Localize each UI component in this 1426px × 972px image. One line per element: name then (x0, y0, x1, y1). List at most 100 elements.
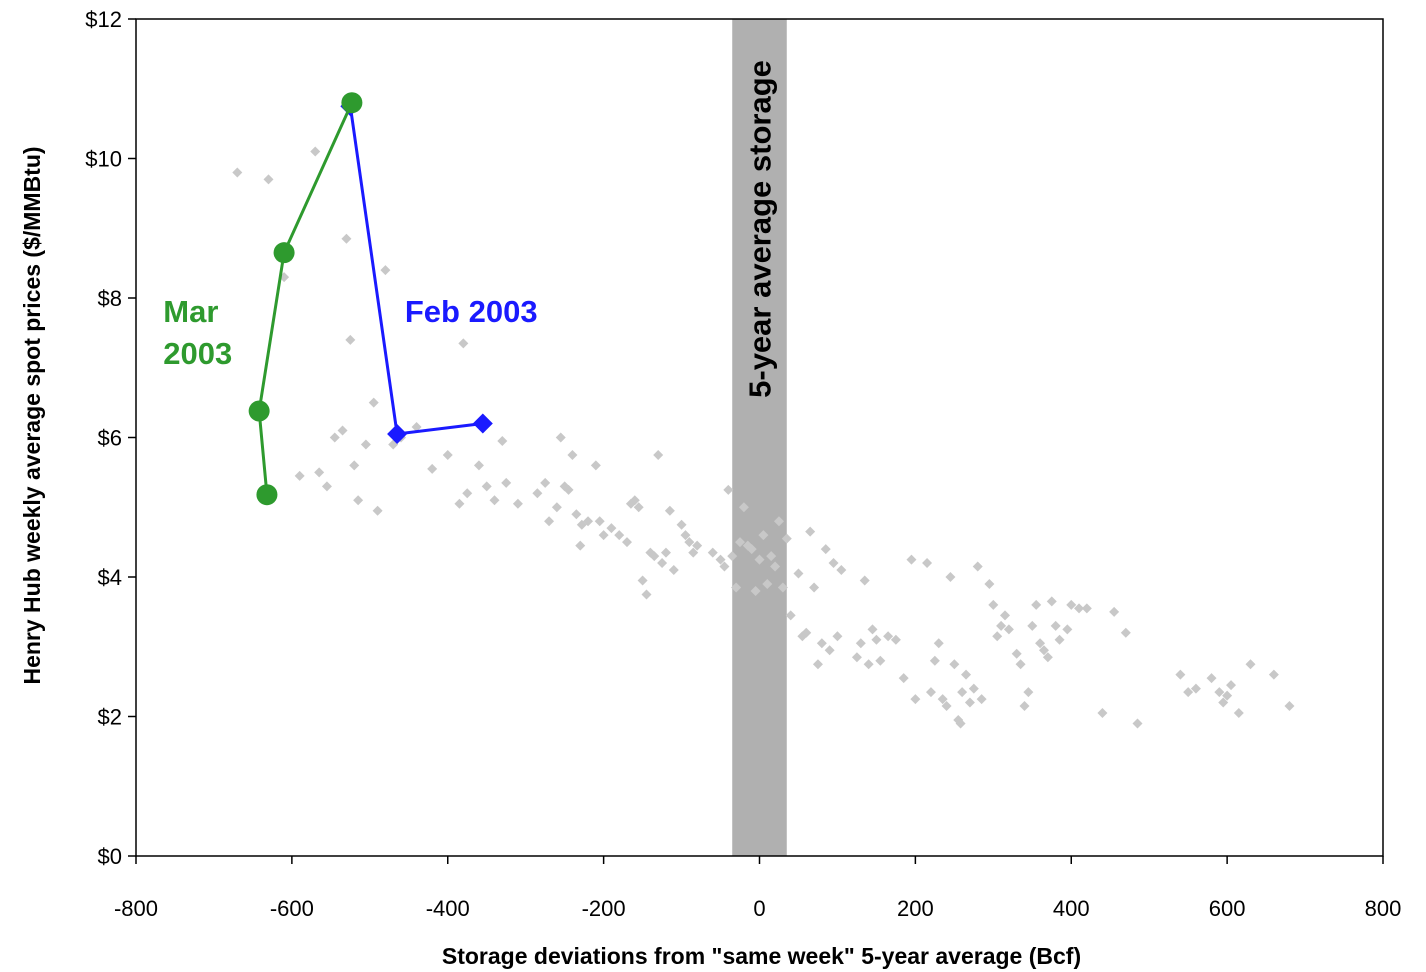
scatter-point (770, 561, 781, 572)
average-storage-band-group: 5-year average storage (732, 19, 787, 856)
scatter-point (1062, 624, 1073, 635)
scatter-point (540, 477, 551, 488)
scatter-point (1206, 673, 1217, 684)
scatter-point (1214, 687, 1225, 698)
scatter-point (1190, 683, 1201, 694)
x-tick-label: 0 (753, 896, 765, 921)
scatter-point (793, 568, 804, 579)
scatter-point (1027, 620, 1038, 631)
scatter-point (820, 544, 831, 555)
scatter-point (777, 582, 788, 593)
scatter-point (727, 551, 738, 562)
scatter-point (653, 449, 664, 460)
scatter-point (567, 449, 578, 460)
scatter-point (851, 652, 862, 663)
scatter-point (859, 575, 870, 586)
scatter-point (263, 174, 274, 185)
feb-2003-line (348, 105, 484, 436)
scatter-point (590, 460, 601, 471)
scatter-point (684, 537, 695, 548)
scatter-point (598, 530, 609, 541)
scatter-point (676, 519, 687, 530)
scatter-point (972, 561, 983, 572)
scatter-point (984, 578, 995, 589)
scatter-point (855, 638, 866, 649)
scatter-point (801, 627, 812, 638)
x-tick-label: -200 (582, 896, 626, 921)
y-tick-label: $6 (98, 426, 122, 451)
scatter-point (563, 484, 574, 495)
scatter-point (961, 669, 972, 680)
scatter-point (750, 585, 761, 596)
scatter-point (314, 467, 325, 478)
x-tick-label: -400 (426, 896, 470, 921)
scatter-point (976, 694, 987, 705)
axes-group: $0 $2 $4 $6 $8 $10 $12 -800 -600 -400 -200 0 200 400 6… (19, 7, 1401, 969)
scatter-point (692, 540, 703, 551)
scatter-point (660, 547, 671, 558)
scatter-point (583, 516, 594, 527)
scatter-point (1038, 645, 1049, 656)
y-axis-title: Henry Hub weekly average spot prices ($/… (19, 146, 45, 684)
scatter-point (349, 460, 360, 471)
scatter-point (1109, 606, 1120, 617)
scatter-point (1120, 627, 1131, 638)
scatter-point (773, 516, 784, 527)
annotation-mar: 2003 (163, 336, 232, 371)
scatter-point (1245, 659, 1256, 670)
x-axis-title: Storage deviations from "same week" 5-ye… (442, 943, 1081, 969)
scatter-point (957, 687, 968, 698)
scatter-point (551, 502, 562, 513)
scatter-point (1050, 620, 1061, 631)
scatter-point (544, 516, 555, 527)
scatter-point (754, 554, 765, 565)
scatter-point (614, 530, 625, 541)
scatter-point (664, 505, 675, 516)
scatter-point (462, 488, 473, 499)
x-tick-label: -600 (270, 896, 314, 921)
average-storage-band-label: 5-year average storage (743, 60, 778, 398)
scatter-point (929, 655, 940, 666)
scatter-point (411, 422, 422, 433)
scatter-point (955, 718, 966, 729)
x-tick-label: -800 (114, 896, 158, 921)
scatter-point (1284, 701, 1295, 712)
annotations-group: Feb 2003 Mar 2003 (163, 294, 537, 371)
scatter-point (723, 484, 734, 495)
scatter-point (949, 659, 960, 670)
scatter-point (1031, 599, 1042, 610)
scatter-point (629, 495, 640, 506)
scatter-point (945, 572, 956, 582)
mar-2003-line (257, 102, 354, 495)
scatter-point (310, 146, 321, 157)
scatter-point (906, 554, 917, 565)
y-tick-label: $10 (85, 147, 122, 172)
scatter-point (575, 540, 586, 551)
scatter-point (1081, 603, 1092, 614)
scatter-point (442, 449, 453, 460)
x-tick-label: 800 (1365, 896, 1402, 921)
scatter-point (473, 460, 484, 471)
scatter-point (968, 683, 979, 694)
scatter-point (1074, 603, 1085, 614)
scatter-point (489, 495, 500, 506)
scatter-point (555, 432, 566, 443)
scatter-point (758, 530, 769, 541)
scatter-point (606, 523, 617, 534)
scatter-point (871, 634, 882, 645)
scatter-point (746, 544, 757, 555)
average-storage-band (732, 19, 787, 856)
scatter-point (785, 610, 796, 621)
scatter-point (964, 697, 975, 708)
scatter-point (380, 265, 391, 276)
scatter-point (668, 565, 679, 576)
scatter-point (809, 582, 820, 593)
scatter-point (532, 488, 543, 499)
scatter-point (1097, 708, 1108, 719)
scatter-point (781, 533, 792, 544)
scatter-point (996, 620, 1007, 631)
scatter-point (922, 558, 933, 569)
x-tick-label: 600 (1209, 896, 1246, 921)
scatter-point (812, 659, 823, 670)
scatter-point (824, 645, 835, 656)
